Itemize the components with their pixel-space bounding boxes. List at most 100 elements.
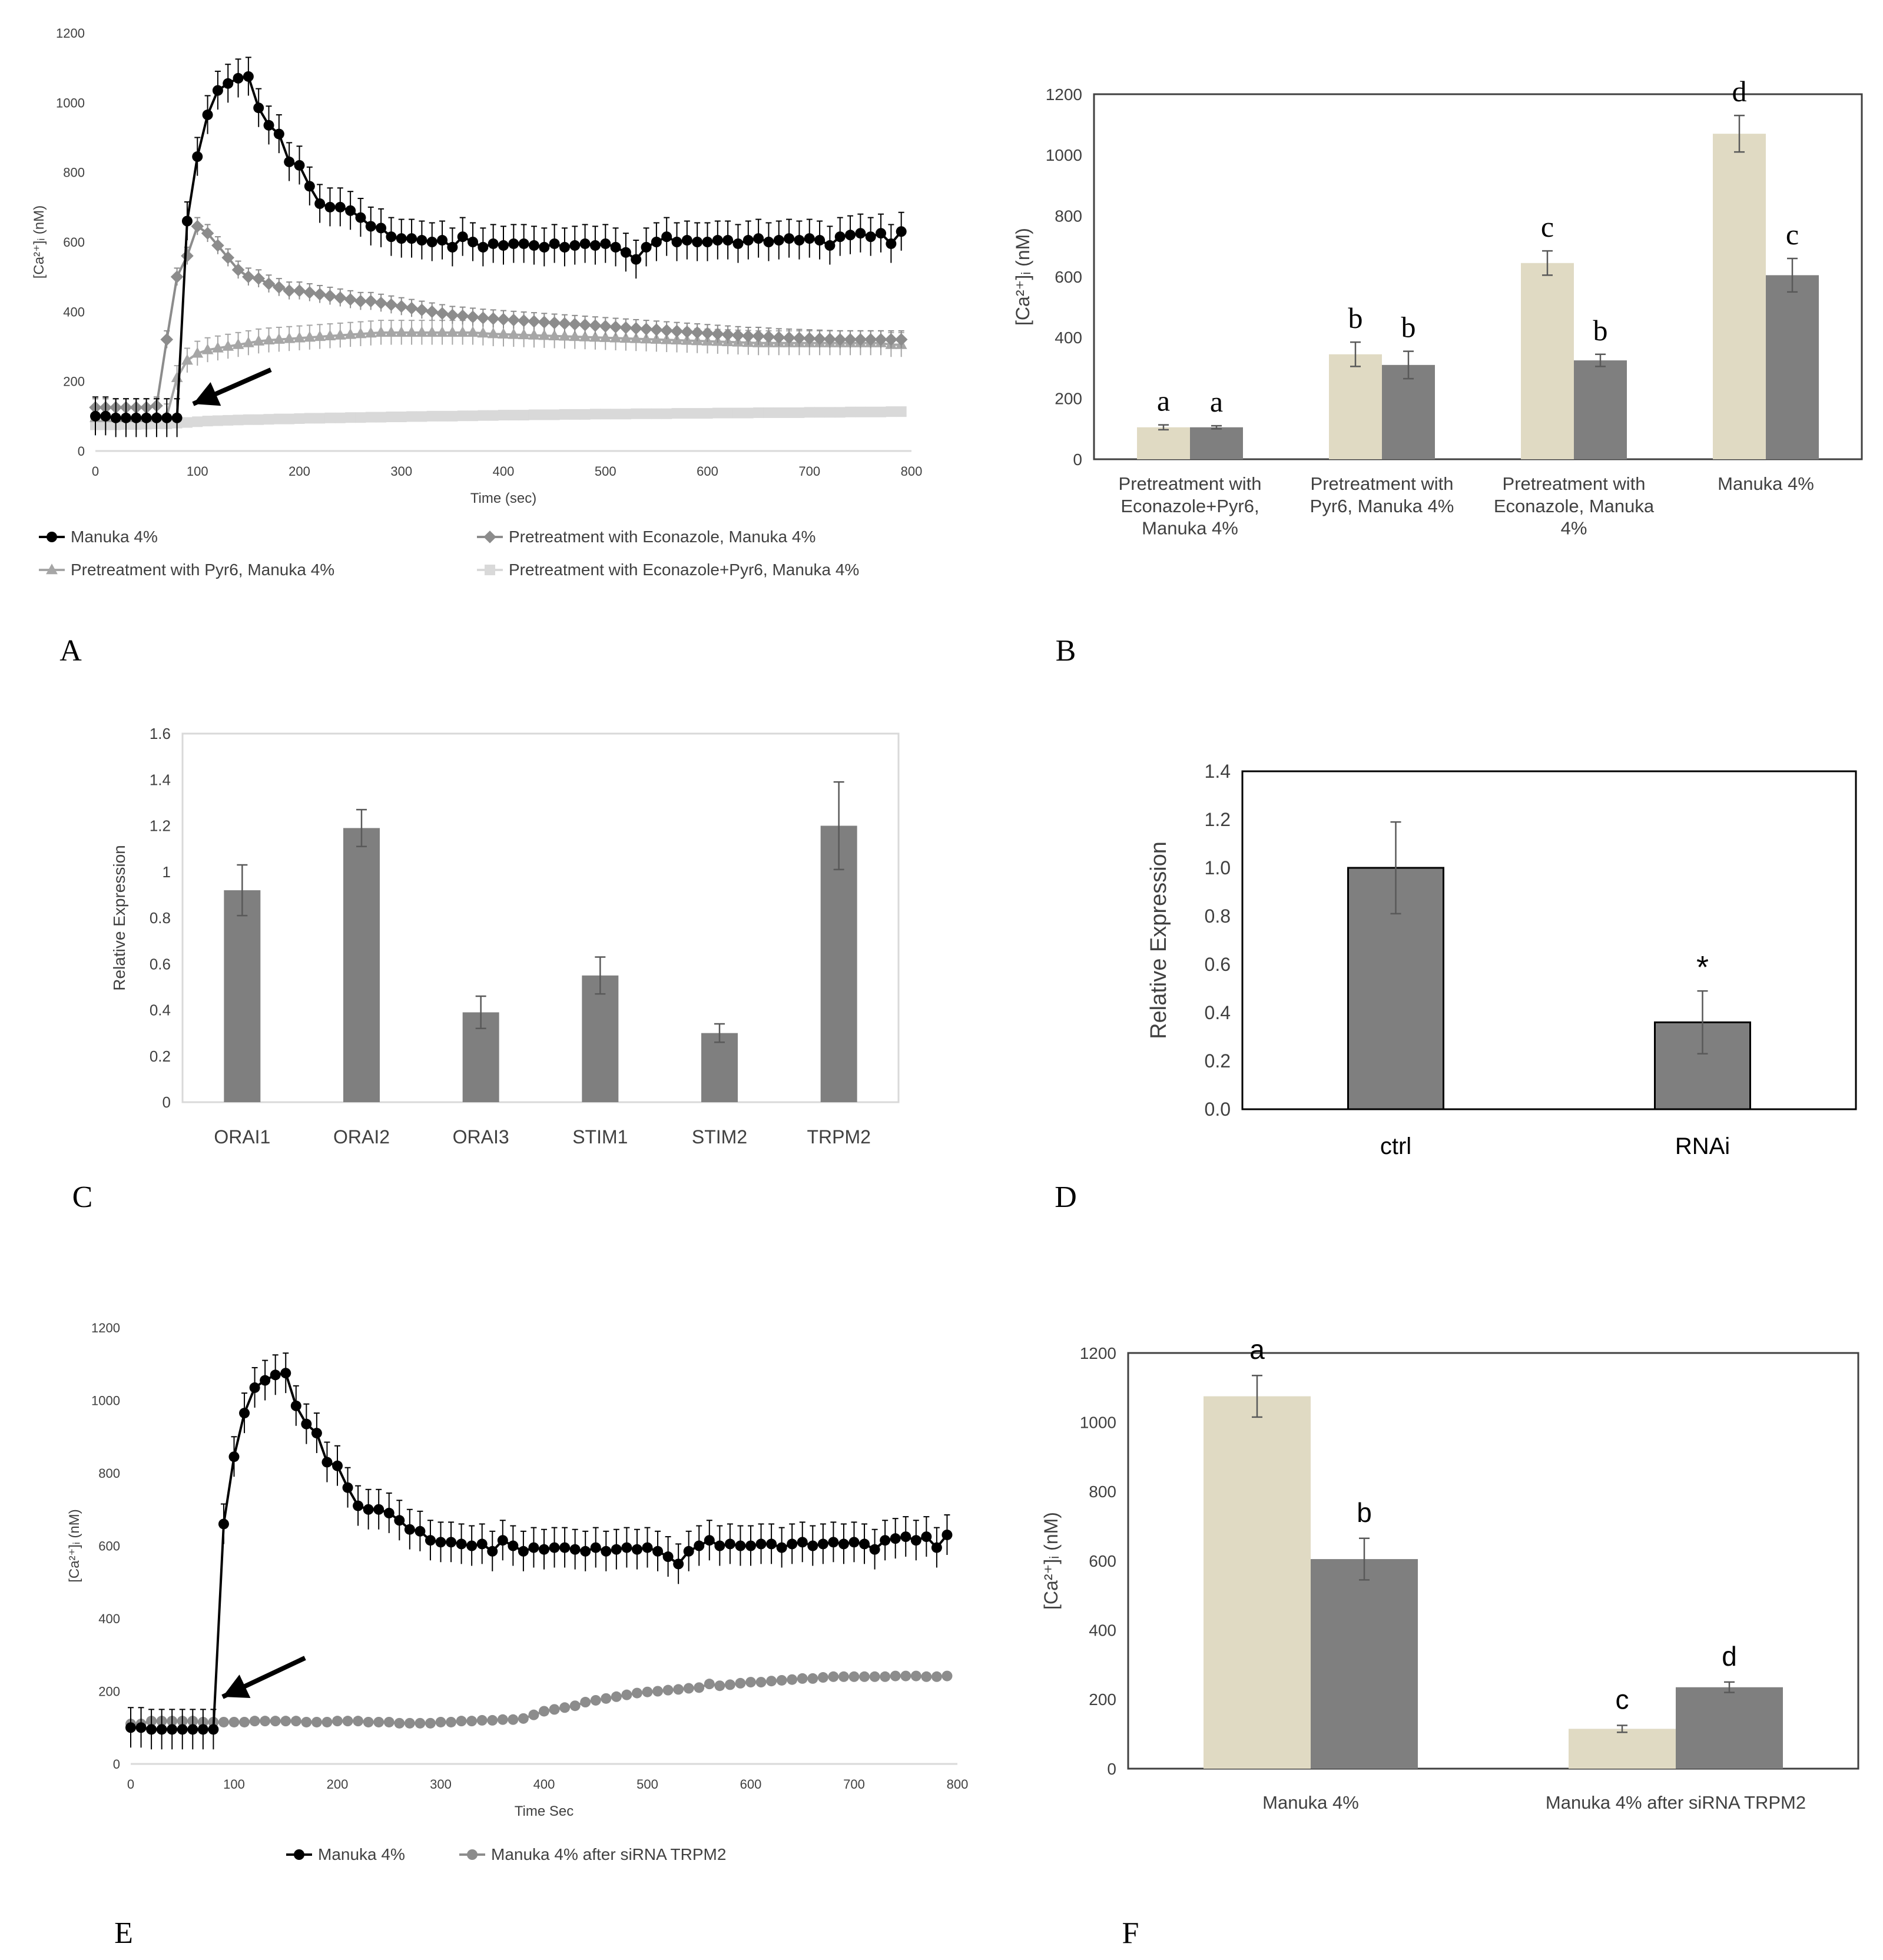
c-ytick-label: 0.6 (150, 955, 171, 973)
e-point (745, 1540, 756, 1551)
a-point (559, 330, 571, 341)
a-point (437, 235, 448, 246)
a-point (599, 320, 612, 333)
e-point (890, 1670, 901, 1682)
a-point (763, 237, 774, 247)
a-point (845, 406, 856, 417)
a-point (876, 406, 887, 417)
e-point (466, 1540, 478, 1551)
a-point (191, 220, 204, 233)
a-ytick-label: 800 (63, 165, 85, 180)
a-xtick-label: 200 (289, 464, 310, 479)
e-point (301, 1716, 312, 1727)
e-point (394, 1717, 405, 1729)
e-point (745, 1677, 756, 1688)
e-point (714, 1680, 725, 1692)
a-point (110, 412, 121, 423)
c-plot-frame (181, 732, 900, 1103)
e-point (652, 1686, 664, 1697)
a-point (488, 238, 499, 249)
a-point (508, 328, 520, 339)
e-point (797, 1673, 808, 1684)
b-bar-2-1 (1574, 360, 1627, 459)
e-xtick-label: 600 (740, 1777, 762, 1792)
a-series-line-1 (95, 224, 901, 409)
a-point (476, 311, 490, 324)
a-xtick-label: 300 (390, 464, 412, 479)
a-point (824, 407, 836, 418)
a-point (742, 407, 754, 419)
a-point (294, 413, 305, 424)
a-point (212, 341, 224, 353)
f-significance-label: d (1722, 1641, 1737, 1672)
a-point (100, 410, 111, 422)
a-point (120, 412, 131, 423)
a-ytick-label: 400 (63, 304, 85, 319)
e-point (528, 1709, 539, 1720)
a-point (365, 412, 376, 423)
a-point (376, 223, 387, 234)
e-point (848, 1671, 860, 1682)
e-point (931, 1671, 942, 1682)
b-bar-2-0 (1521, 263, 1574, 459)
a-point (784, 407, 795, 418)
a-point (845, 230, 856, 241)
f-ylabel: [Ca²⁺]ᵢ (nM) (1040, 1512, 1062, 1610)
b-significance-label: a (1157, 384, 1170, 417)
e-point (910, 1670, 921, 1682)
a-xtick-label: 800 (901, 464, 923, 479)
a-point (263, 414, 274, 425)
e-point (466, 1716, 478, 1727)
e-point (332, 1460, 343, 1471)
a-point (834, 231, 846, 243)
c-category-label: ORAI1 (214, 1126, 270, 1148)
a-point (742, 329, 755, 343)
a-point (131, 412, 142, 423)
c-category-label: STIM1 (572, 1126, 628, 1148)
a-point (243, 414, 254, 425)
b-ytick-label: 800 (1055, 207, 1082, 225)
a-point (457, 410, 468, 422)
a-point (223, 78, 234, 89)
a-point (517, 314, 531, 327)
e-point (301, 1418, 312, 1430)
e-point (415, 1717, 426, 1729)
a-point (426, 326, 438, 337)
e-point (704, 1679, 715, 1690)
e-point (321, 1716, 333, 1727)
a-point (426, 237, 437, 247)
a-point (630, 332, 642, 343)
a-point (559, 241, 570, 253)
e-point (208, 1724, 219, 1735)
e-point (900, 1531, 911, 1543)
d-ytick-label: 1.0 (1205, 857, 1231, 878)
a-point (324, 201, 336, 213)
a-point (803, 332, 816, 345)
d-category-label: ctrl (1380, 1133, 1411, 1159)
a-point (692, 408, 703, 419)
a-point (549, 409, 560, 420)
d-ylabel: Relative Expression (1146, 841, 1171, 1039)
e-legend-label: Manuka 4% after siRNA TRPM2 (491, 1845, 726, 1863)
e-point (859, 1538, 870, 1550)
e-point (446, 1537, 457, 1548)
a-point (539, 241, 550, 253)
a-point (589, 331, 601, 342)
b-ytick-label: 400 (1055, 329, 1082, 347)
a-point (548, 329, 561, 340)
e-point (425, 1535, 436, 1546)
a-xtick-label: 600 (697, 464, 718, 479)
a-xtick-label: 0 (92, 464, 99, 479)
a-point (753, 407, 764, 418)
e-ytick-label: 600 (98, 1539, 120, 1554)
a-xtick-label: 400 (493, 464, 515, 479)
f-significance-label: c (1616, 1684, 1629, 1714)
e-point (559, 1702, 571, 1713)
a-point (181, 249, 194, 263)
a-point (212, 415, 223, 426)
e-point (280, 1368, 291, 1379)
e-point (156, 1724, 167, 1735)
panel-letter-c: C (72, 1180, 93, 1214)
panel-letter-d: D (1055, 1180, 1077, 1214)
f-ytick-label: 200 (1089, 1690, 1116, 1709)
